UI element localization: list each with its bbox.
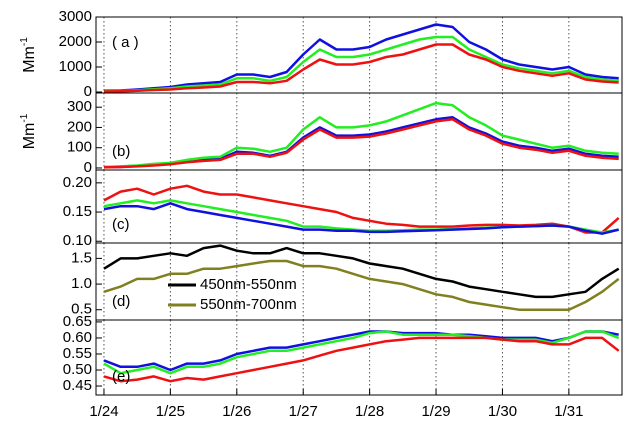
y-tick-label: 1.5	[71, 249, 92, 266]
y-axis-label: Mm-1	[19, 37, 39, 73]
y-tick-label: 0	[84, 83, 92, 100]
y-tick-label: 0.50	[63, 361, 92, 378]
data-line	[103, 244, 620, 299]
y-tick-label: 3000	[59, 8, 92, 25]
y-tick-label: 0.15	[63, 203, 92, 220]
y-axis-label: Mm-1	[19, 113, 39, 149]
data-line	[103, 336, 620, 383]
y-tick-label: 1.0	[71, 275, 92, 292]
y-tick-label: 2000	[59, 33, 92, 50]
panel-label: ( a )	[112, 34, 139, 51]
legend-label: 450nm-550nm	[200, 276, 297, 293]
data-line	[103, 23, 619, 93]
x-tick-label: 1/29	[421, 403, 450, 420]
y-tick-label: 0.20	[63, 174, 92, 191]
panel-label: (d)	[112, 293, 130, 310]
data-line	[103, 43, 619, 93]
data-line	[103, 330, 619, 372]
x-tick-label: 1/24	[89, 403, 118, 420]
y-axis-label-sup: -1	[19, 37, 30, 46]
panel-label: (b)	[112, 143, 130, 160]
data-line	[103, 330, 620, 375]
x-tick-label: 1/31	[554, 403, 583, 420]
x-tick-label: 1/27	[289, 403, 318, 420]
y-tick-label: 0	[84, 159, 92, 176]
data-line	[103, 202, 619, 235]
y-tick-label: 0.5	[71, 301, 92, 318]
data-line	[103, 101, 619, 169]
data-line	[103, 118, 619, 169]
y-axis-label-base: Mm	[21, 46, 38, 73]
x-tick-label: 1/26	[222, 403, 251, 420]
plot-frame	[95, 319, 623, 396]
plot-frame	[95, 92, 623, 171]
y-tick-label: 0.55	[63, 345, 92, 362]
y-tick-label: 0.65	[63, 313, 92, 330]
x-tick-label: 1/25	[156, 403, 185, 420]
y-axis-label-sup: -1	[19, 113, 30, 122]
data-line	[103, 199, 619, 234]
panel-label: (e)	[112, 368, 130, 385]
y-tick-label: 200	[67, 118, 92, 135]
data-line	[104, 116, 619, 169]
x-tick-label: 1/28	[355, 403, 384, 420]
y-axis-label-base: Mm	[21, 123, 38, 150]
y-tick-label: 1000	[59, 58, 92, 75]
data-line	[103, 259, 620, 311]
y-tick-label: 0.60	[63, 329, 92, 346]
x-tick-label: 1/30	[488, 403, 517, 420]
data-line	[103, 35, 619, 93]
y-tick-label: 0.45	[63, 377, 92, 394]
y-tick-label: 100	[67, 139, 92, 156]
y-tick-label: 300	[67, 98, 92, 115]
y-tick-label: 0.10	[63, 232, 92, 249]
legend-label: 550nm-700nm	[200, 296, 297, 313]
panel-label: (c)	[112, 216, 130, 233]
